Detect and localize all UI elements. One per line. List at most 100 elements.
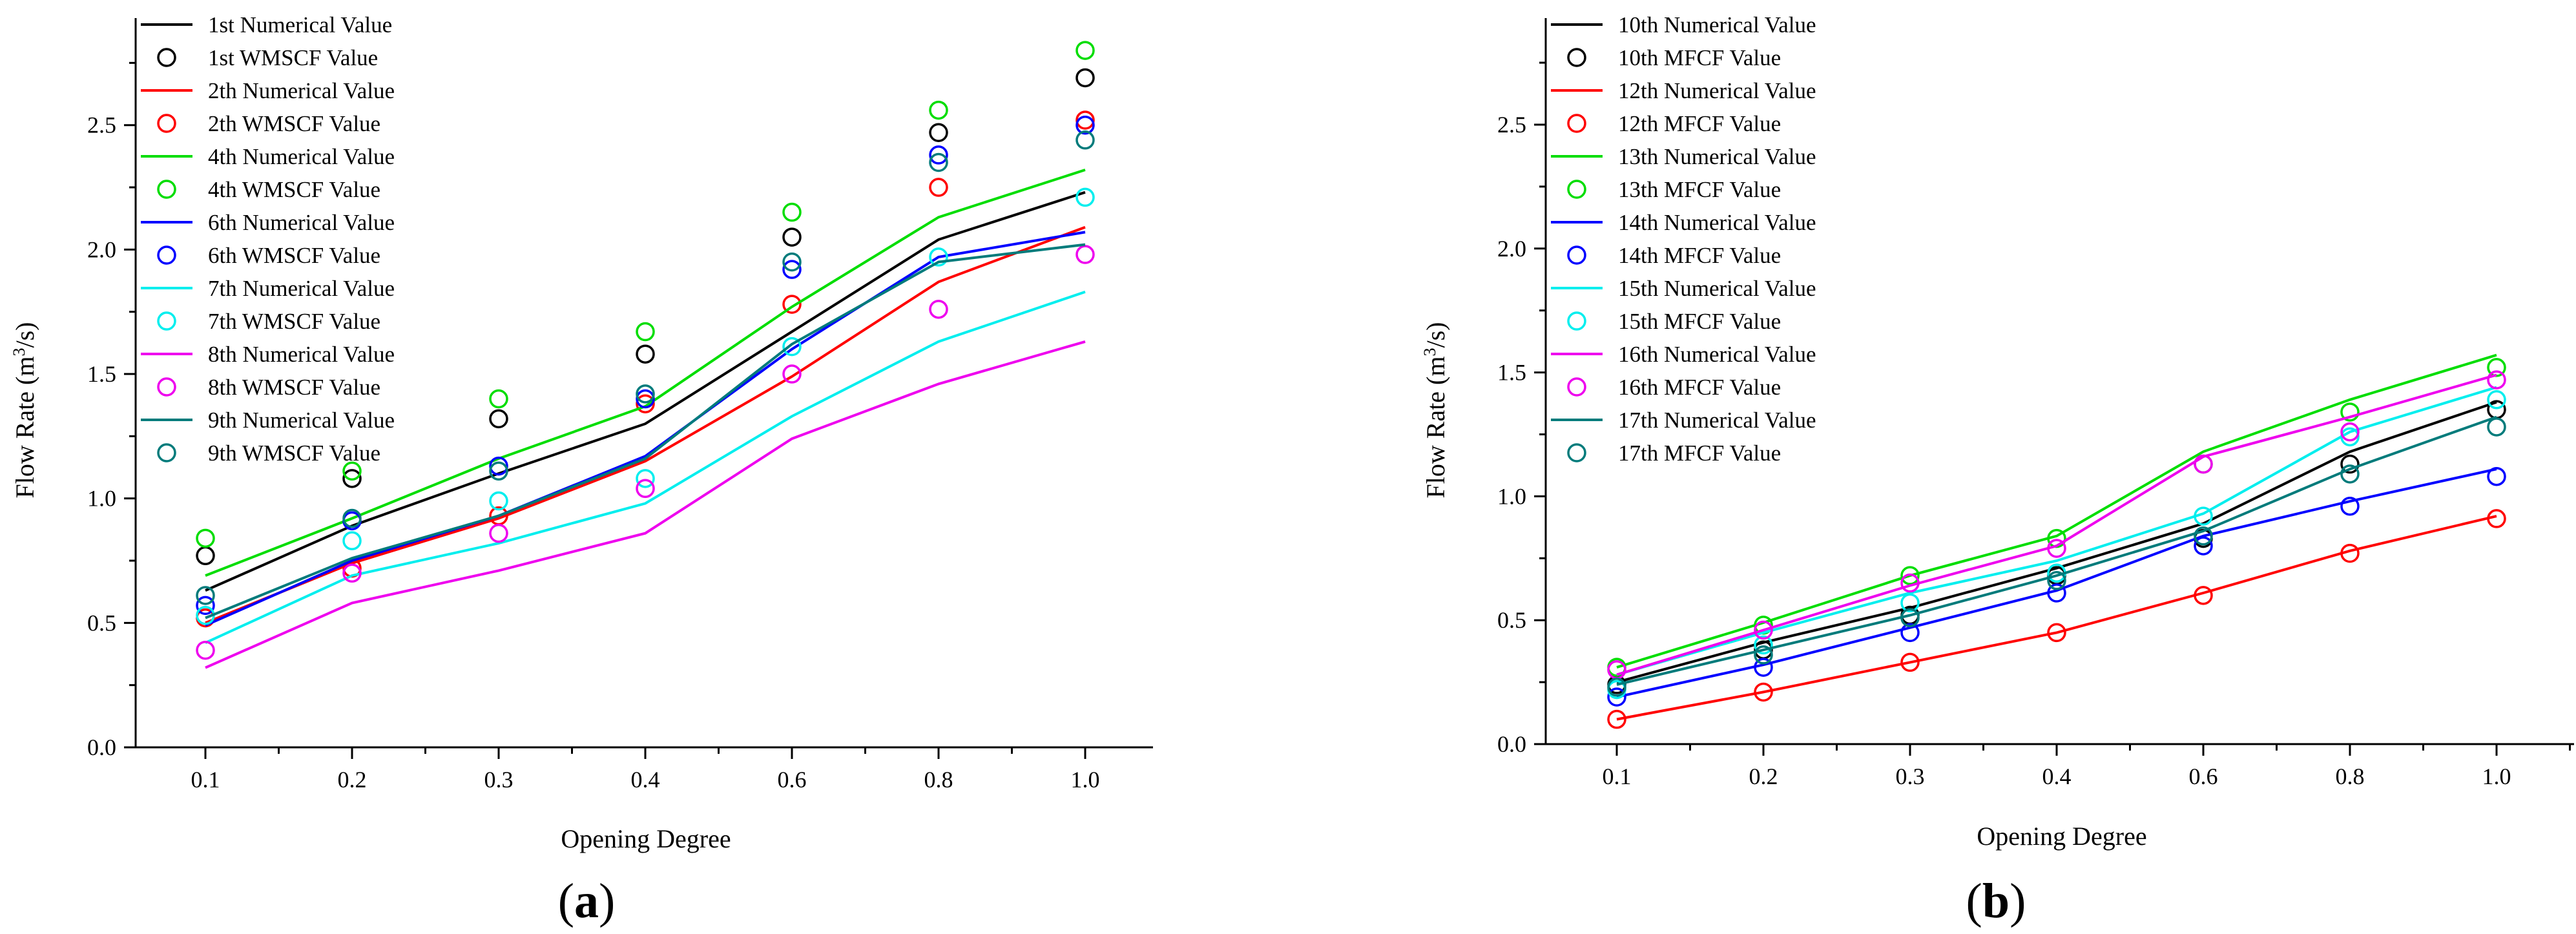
chart-panel-a: Opening Degree Flow Rate (m3/s) (a) 0.0 0… <box>10 12 1153 928</box>
legend-marker-swatch <box>1567 443 1586 462</box>
x-tick-label: 0.3 <box>1896 763 1925 789</box>
x-tick-label: 0.2 <box>1749 763 1778 789</box>
series-marker-7 <box>782 337 802 357</box>
series-marker-6 <box>1075 115 1095 135</box>
series-line-9 <box>205 243 1086 619</box>
legend-marker-swatch <box>1567 114 1586 133</box>
y-tick-label: 2.5 <box>87 112 116 138</box>
legend-label: 12th Numerical Value <box>1618 78 1816 103</box>
legend-label: 6th WMSCF Value <box>208 243 380 268</box>
series-marker-17 <box>2340 464 2360 484</box>
series-marker-10 <box>2340 454 2360 474</box>
series-marker-17 <box>2047 571 2066 590</box>
series-marker-1 <box>929 123 948 142</box>
x-tick-label: 1.0 <box>1071 767 1100 793</box>
y-tick-label: 2.0 <box>1497 236 1526 262</box>
series-marker-9 <box>636 384 655 404</box>
series-marker-7 <box>1075 187 1095 207</box>
series-marker-9 <box>489 461 508 481</box>
series-marker-7 <box>489 491 508 511</box>
series-marker-1 <box>636 344 655 364</box>
x-tick-label: 0.6 <box>778 767 807 793</box>
series-marker-8 <box>1075 245 1095 264</box>
series-line-2 <box>205 225 1086 625</box>
series-marker-16 <box>1754 620 1773 640</box>
series-marker-2 <box>929 178 948 197</box>
x-tick-label: 0.8 <box>924 767 953 793</box>
series-marker-9 <box>782 252 802 272</box>
y-tick-label: 1.5 <box>87 361 116 387</box>
legend-marker-swatch <box>157 443 176 462</box>
series-line-14 <box>1616 468 2497 699</box>
legend-marker-swatch <box>157 377 176 397</box>
series-marker-17 <box>1754 645 1773 665</box>
series-marker-17 <box>1607 678 1626 697</box>
series-marker-16 <box>2047 539 2066 558</box>
legend-marker-swatch <box>1567 377 1586 397</box>
x-tick-label: 0.1 <box>191 767 220 793</box>
panel-label-b: (b) <box>1966 874 2026 928</box>
series-marker-8 <box>782 364 802 384</box>
legend-label: 16th Numerical Value <box>1618 342 1816 367</box>
legend-label: 15th Numerical Value <box>1618 276 1816 301</box>
legend-label: 4th WMSCF Value <box>208 177 380 202</box>
series-marker-7 <box>929 247 948 267</box>
series-marker-15 <box>2194 506 2213 526</box>
series-marker-9 <box>196 586 215 605</box>
series-marker-4 <box>342 461 362 481</box>
series-marker-17 <box>1900 608 1920 628</box>
series-marker-6 <box>196 596 215 616</box>
series-marker-8 <box>636 479 655 499</box>
series-marker-15 <box>1754 635 1773 655</box>
series-marker-12 <box>2340 543 2360 563</box>
x-axis-label: Opening Degree <box>561 824 731 853</box>
series-marker-12 <box>1754 682 1773 702</box>
legend-label: 2th WMSCF Value <box>208 111 380 136</box>
legend-label: 17th MFCF Value <box>1618 441 1781 466</box>
series-marker-13 <box>1900 566 1920 585</box>
series-marker-16 <box>1900 573 1920 593</box>
series-marker-1 <box>489 409 508 429</box>
legend-label: 1st Numerical Value <box>208 12 392 37</box>
legend-label: 7th Numerical Value <box>208 276 395 301</box>
series-marker-16 <box>2487 370 2506 389</box>
legend-label: 10th MFCF Value <box>1618 45 1781 70</box>
series-marker-12 <box>2487 509 2506 528</box>
y-tick-label: 2.0 <box>87 236 116 262</box>
series-line-16 <box>1616 373 2497 676</box>
series-marker-14 <box>2194 536 2213 555</box>
x-axis-label: Opening Degree <box>1977 822 2146 851</box>
x-tick-label: 0.4 <box>2042 763 2072 789</box>
legend-marker-swatch <box>157 245 176 265</box>
legend-marker-swatch <box>1567 245 1586 265</box>
legend-label: 13th Numerical Value <box>1618 144 1816 169</box>
series-line-17 <box>1616 415 2497 686</box>
series-marker-6 <box>929 145 948 165</box>
y-tick-label: 0.5 <box>87 610 116 636</box>
series-line-7 <box>205 291 1086 645</box>
series-marker-17 <box>2194 526 2213 546</box>
series-marker-4 <box>929 100 948 120</box>
legend-label: 14th MFCF Value <box>1618 243 1781 268</box>
x-tick-label: 0.3 <box>484 767 514 793</box>
legend-marker-swatch <box>157 114 176 133</box>
y-tick-label: 1.5 <box>1497 360 1526 386</box>
series-marker-8 <box>489 523 508 543</box>
legend-marker-swatch <box>1567 311 1586 331</box>
series-line-12 <box>1616 515 2497 721</box>
series-marker-16 <box>2340 422 2360 442</box>
series-marker-9 <box>1075 130 1095 150</box>
series-marker-12 <box>2194 586 2213 605</box>
series-marker-15 <box>1900 593 1920 613</box>
series-marker-12 <box>1900 652 1920 672</box>
series-marker-6 <box>782 260 802 279</box>
series-line-8 <box>205 340 1086 669</box>
series-marker-14 <box>1607 687 1626 707</box>
series-marker-2 <box>636 394 655 414</box>
series-marker-4 <box>1075 41 1095 60</box>
legend-label: 9th Numerical Value <box>208 408 395 433</box>
series-marker-9 <box>342 508 362 528</box>
x-tick-label: 0.6 <box>2189 763 2218 789</box>
legend-label: 7th WMSCF Value <box>208 309 380 334</box>
legend-label: 8th Numerical Value <box>208 342 395 367</box>
